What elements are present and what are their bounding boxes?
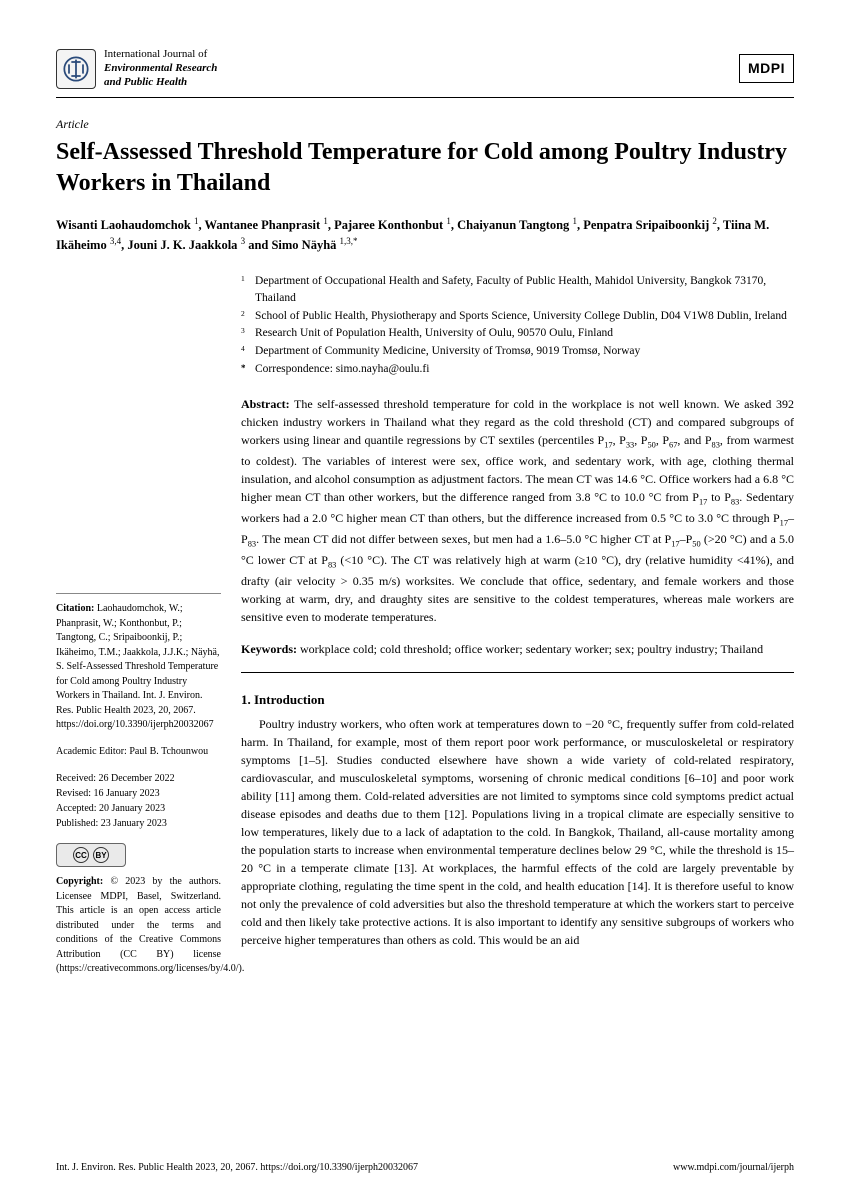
citation-block: Citation: Laohaudomchok, W.; Phanprasit,… xyxy=(56,593,221,733)
affiliation-text: Research Unit of Population Health, Univ… xyxy=(255,325,794,342)
date-accepted: Accepted: 20 January 2023 xyxy=(56,801,221,816)
section-1-paragraph: Poultry industry workers, who often work… xyxy=(241,715,794,949)
left-column: Citation: Laohaudomchok, W.; Phanprasit,… xyxy=(56,273,221,977)
date-published: Published: 23 January 2023 xyxy=(56,816,221,831)
footer-right: www.mdpi.com/journal/ijerph xyxy=(673,1161,794,1175)
journal-logo-icon xyxy=(56,49,96,89)
affiliation-marker: 3 xyxy=(241,325,255,342)
abstract-label: Abstract: xyxy=(241,397,290,411)
editor-block: Academic Editor: Paul B. Tchounwou xyxy=(56,745,221,760)
keywords-block: Keywords: workplace cold; cold threshold… xyxy=(241,640,794,673)
dates-block: Received: 26 December 2022 Revised: 16 J… xyxy=(56,771,221,831)
journal-line1: International Journal of xyxy=(104,48,217,62)
date-received: Received: 26 December 2022 xyxy=(56,771,221,786)
date-revised: Revised: 16 January 2023 xyxy=(56,786,221,801)
affiliation-row: 1Department of Occupational Health and S… xyxy=(241,273,794,306)
abstract-text: The self-assessed threshold temperature … xyxy=(241,397,794,624)
journal-line3: and Public Health xyxy=(104,76,217,90)
affiliation-row: 4Department of Community Medicine, Unive… xyxy=(241,343,794,360)
affiliation-text: Correspondence: simo.nayha@oulu.fi xyxy=(255,361,794,378)
affiliation-marker: 1 xyxy=(241,273,255,306)
article-title: Self-Assessed Threshold Temperature for … xyxy=(56,137,794,199)
copyright-text: © 2023 by the authors. Licensee MDPI, Ba… xyxy=(56,876,244,974)
journal-name: International Journal of Environmental R… xyxy=(104,48,217,89)
affiliation-row: *Correspondence: simo.nayha@oulu.fi xyxy=(241,361,794,378)
two-column-layout: Citation: Laohaudomchok, W.; Phanprasit,… xyxy=(56,273,794,977)
affiliation-row: 2School of Public Health, Physiotherapy … xyxy=(241,308,794,325)
affiliation-text: Department of Community Medicine, Univer… xyxy=(255,343,794,360)
right-column: 1Department of Occupational Health and S… xyxy=(241,273,794,977)
copyright-block: Copyright: © 2023 by the authors. Licens… xyxy=(56,875,221,977)
editor-name: Paul B. Tchounwou xyxy=(129,746,208,757)
affiliation-text: School of Public Health, Physiotherapy a… xyxy=(255,308,794,325)
citation-text: Laohaudomchok, W.; Phanprasit, W.; Konth… xyxy=(56,603,220,730)
copyright-label: Copyright: xyxy=(56,876,103,887)
affiliation-marker: 4 xyxy=(241,343,255,360)
cc-by-badge-icon: CCBY xyxy=(56,843,126,867)
affiliation-marker: * xyxy=(241,361,255,378)
journal-line2: Environmental Research xyxy=(104,62,217,76)
page-footer: Int. J. Environ. Res. Public Health 2023… xyxy=(56,1161,794,1175)
affiliation-text: Department of Occupational Health and Sa… xyxy=(255,273,794,306)
journal-block: International Journal of Environmental R… xyxy=(56,48,217,89)
keywords-label: Keywords: xyxy=(241,642,297,656)
publisher-logo: MDPI xyxy=(739,54,794,84)
authors-list: Wisanti Laohaudomchok 1, Wantanee Phanpr… xyxy=(56,215,794,255)
footer-left: Int. J. Environ. Res. Public Health 2023… xyxy=(56,1161,418,1175)
citation-label: Citation: xyxy=(56,603,94,614)
affiliation-marker: 2 xyxy=(241,308,255,325)
article-type: Article xyxy=(56,116,794,133)
affiliations-list: 1Department of Occupational Health and S… xyxy=(241,273,794,377)
page: International Journal of Environmental R… xyxy=(0,0,850,1203)
left-spacer xyxy=(56,273,221,593)
abstract-block: Abstract: The self-assessed threshold te… xyxy=(241,395,794,626)
affiliation-row: 3Research Unit of Population Health, Uni… xyxy=(241,325,794,342)
header-row: International Journal of Environmental R… xyxy=(56,48,794,98)
keywords-text: workplace cold; cold threshold; office w… xyxy=(300,642,763,656)
section-1-heading: 1. Introduction xyxy=(241,691,794,709)
editor-label: Academic Editor: xyxy=(56,746,127,757)
